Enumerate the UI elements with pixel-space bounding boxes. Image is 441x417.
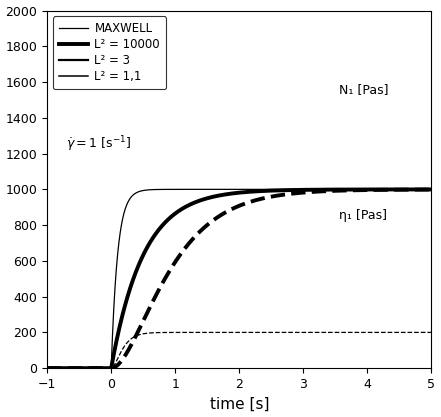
MAXWELL	[339, 187, 344, 192]
Text: η₁ [Pas]: η₁ [Pas]	[339, 209, 387, 222]
Legend: MAXWELL, L² = 10000, L² = 3, L² = 1,1: MAXWELL, L² = 10000, L² = 3, L² = 1,1	[53, 16, 166, 89]
MAXWELL	[318, 187, 324, 192]
L² = 10000	[282, 188, 288, 193]
L² = 10000	[427, 187, 433, 192]
Line: L² = 1,1: L² = 1,1	[47, 368, 431, 417]
L² = 1,1	[108, 366, 114, 371]
L² = 10000	[338, 187, 344, 192]
Line: L² = 10000: L² = 10000	[47, 189, 431, 368]
L² = 10000	[45, 366, 50, 371]
MAXWELL	[428, 187, 433, 192]
MAXWELL	[429, 187, 434, 192]
Line: L² = 3: L² = 3	[47, 368, 431, 417]
L² = 3	[108, 366, 114, 371]
L² = 10000	[318, 187, 324, 192]
L² = 10000	[429, 187, 434, 192]
MAXWELL	[198, 187, 203, 192]
L² = 10000	[422, 187, 427, 192]
MAXWELL	[282, 187, 288, 192]
MAXWELL	[319, 187, 324, 192]
X-axis label: time [s]: time [s]	[209, 397, 269, 412]
Text: N₁ [Pas]: N₁ [Pas]	[339, 83, 388, 96]
Line: MAXWELL: MAXWELL	[47, 189, 431, 368]
L² = 3	[45, 366, 50, 371]
L² = 10000	[198, 198, 203, 203]
L² = 1,1	[45, 366, 50, 371]
MAXWELL	[422, 187, 427, 192]
MAXWELL	[45, 366, 50, 371]
Text: $\dot{\gamma} = 1\ \mathrm{[s^{-1}]}$: $\dot{\gamma} = 1\ \mathrm{[s^{-1}]}$	[66, 135, 132, 154]
